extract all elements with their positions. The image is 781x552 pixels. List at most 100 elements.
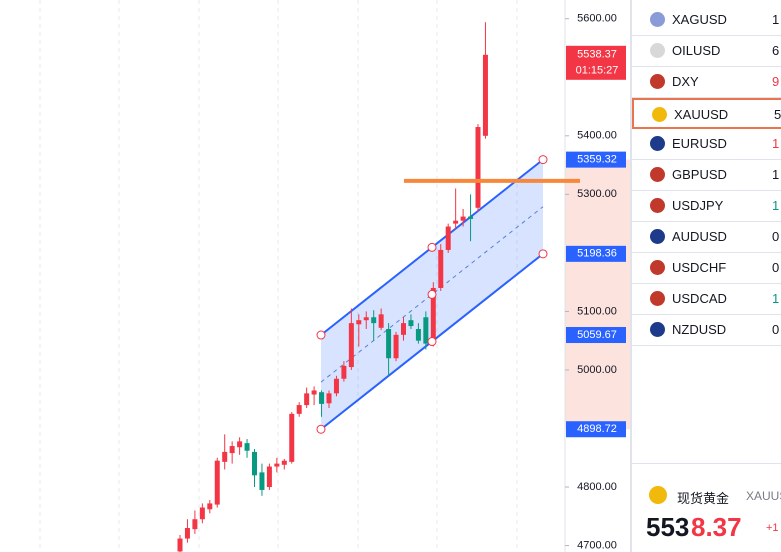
symbol-icon (650, 229, 665, 244)
candle-body (281, 460, 287, 465)
watchlist-row[interactable]: USDCHF 0 (632, 253, 781, 284)
candle-body (319, 392, 325, 404)
candle-body (408, 320, 414, 327)
last-value: 0 (772, 322, 780, 337)
candle-body (177, 538, 183, 552)
watchlist-panel: XAGUSD 1 OILUSD 6 DXY 9 XAUUSD 5 EURUSD 1 GBPUSD 1 U… (630, 0, 781, 552)
candle-body (229, 446, 235, 454)
candle-body (393, 334, 399, 359)
symbol-icon (650, 167, 665, 182)
candle-body (356, 320, 362, 325)
symbol-detail: 现货黄金 XAUUS 553 8.37 +1 (632, 463, 781, 552)
symbol-icon (650, 322, 665, 337)
last-price: 5538.37 (577, 49, 617, 61)
watchlist-row[interactable]: XAGUSD 1 (632, 5, 781, 36)
candle-body (415, 328, 421, 341)
last-value: 1 (772, 167, 780, 182)
candle-body (482, 54, 488, 136)
detail-symbol: XAUUS (746, 489, 781, 503)
candle-body (386, 328, 392, 359)
last-value: 1 (772, 291, 780, 306)
candle-body (460, 216, 466, 221)
symbol-icon (650, 198, 665, 213)
channel-handle (316, 330, 326, 340)
candle-body (341, 365, 347, 379)
candle-body (207, 503, 213, 510)
price-tag-label: 5059.67 (577, 329, 617, 341)
channel-handle (427, 289, 437, 299)
candle-body (222, 451, 228, 462)
y-tick-label: 5100.00 (577, 305, 617, 317)
countdown: 01:15:27 (576, 65, 619, 77)
symbol-icon (650, 12, 665, 27)
candle-body (453, 220, 459, 224)
watchlist-row[interactable]: XAUUSD 5 (632, 98, 781, 129)
candle-body (445, 226, 451, 250)
axis-range (565, 159, 630, 430)
symbol: USDCHF (672, 260, 727, 275)
candle-body (192, 519, 198, 530)
y-tick-label: 5600.00 (577, 13, 617, 25)
candle-body (378, 314, 384, 328)
candle-body (430, 288, 436, 344)
gold-icon (649, 486, 667, 504)
candle-body (252, 451, 257, 476)
candle-body (274, 463, 280, 467)
channel-handle (316, 424, 326, 434)
candle-body (333, 378, 339, 394)
symbol: GBPUSD (672, 167, 727, 182)
last-value: 1 (772, 12, 780, 27)
symbol: OILUSD (672, 43, 721, 58)
candle-body (363, 317, 369, 321)
candle-body (266, 466, 272, 488)
watchlist-row[interactable]: USDJPY 1 (632, 191, 781, 222)
watchlist-row[interactable]: USDCAD 1 (632, 284, 781, 315)
symbol: EURUSD (672, 136, 727, 151)
candle-body (475, 127, 481, 208)
price-tag-label: 5359.32 (577, 154, 617, 166)
price-tail: 8.37 (691, 512, 742, 542)
candle-body (311, 390, 317, 395)
price-tag (566, 421, 626, 438)
candle-body (259, 472, 265, 490)
y-tick-label: 5000.00 (577, 364, 617, 376)
detail-name: 现货黄金 (677, 491, 730, 506)
symbol-icon (652, 107, 667, 122)
candle-body (184, 528, 190, 539)
candle-body (214, 460, 220, 505)
candle-body (423, 317, 429, 344)
symbol: USDJPY (672, 198, 724, 213)
candle-body (244, 443, 250, 451)
symbol: DXY (672, 74, 699, 89)
symbol: AUDUSD (672, 229, 727, 244)
last-price-tag (566, 45, 626, 80)
watchlist-row[interactable]: GBPUSD 1 (632, 160, 781, 191)
candle-body (468, 216, 474, 219)
chart: 4700.00 4800.00 5000.00 5100.00 5300.00 5400.… (39, 0, 630, 552)
price-tag (566, 327, 626, 344)
price-tag-label: 4898.72 (577, 423, 617, 435)
symbol-icon (650, 260, 665, 275)
symbol-icon (650, 74, 665, 89)
watchlist-row[interactable]: OILUSD 6 (632, 36, 781, 67)
price-tag (566, 151, 626, 168)
watchlist-row[interactable]: EURUSD 1 (632, 129, 781, 160)
candle-body (348, 323, 354, 368)
last-value: 6 (772, 43, 780, 58)
candle-body (438, 249, 444, 288)
symbol-icon (650, 291, 665, 306)
channel-mid (320, 206, 544, 383)
watchlist-row[interactable]: DXY 9 (632, 67, 781, 98)
channel-handle (427, 242, 437, 252)
last-value: 0 (772, 260, 780, 275)
watchlist-row[interactable]: AUDUSD 0 (632, 222, 781, 253)
symbol: USDCAD (672, 291, 727, 306)
channel-handle (538, 249, 548, 259)
candle-body (371, 317, 377, 324)
watchlist-row[interactable]: NZDUSD 0 (632, 315, 781, 346)
symbol: XAGUSD (672, 12, 727, 27)
y-tick-label: 5400.00 (577, 130, 617, 142)
last-value: 0 (772, 229, 780, 244)
symbol: NZDUSD (672, 322, 727, 337)
price-tag-label: 5198.36 (577, 248, 617, 260)
